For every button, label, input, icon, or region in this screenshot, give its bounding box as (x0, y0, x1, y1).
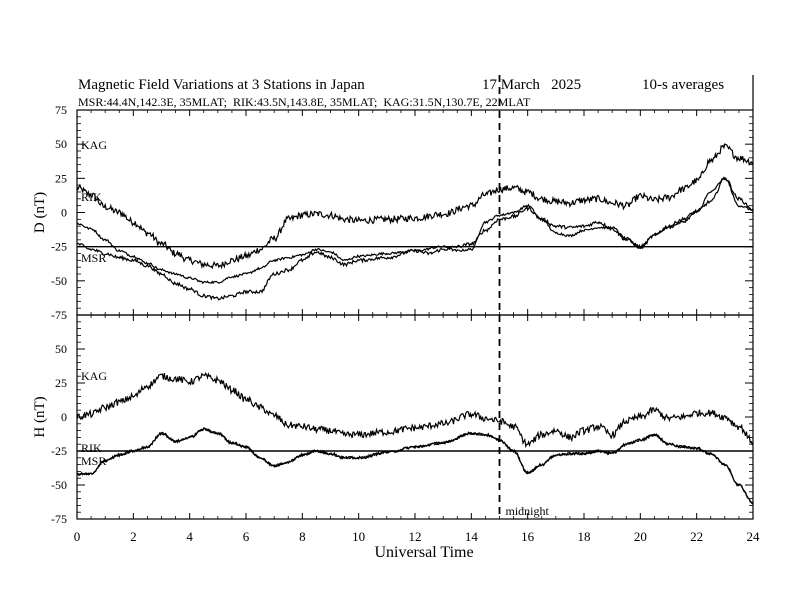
series-label-d-kag: KAG (81, 138, 107, 152)
x-tick-label: 8 (299, 529, 306, 544)
x-axis-label: Universal Time (374, 544, 473, 561)
x-tick-label: 2 (130, 529, 137, 544)
x-tick-label: 20 (634, 529, 647, 544)
series-label-d-msr: MSR (81, 251, 106, 265)
chart-averaging: 10-s averages (642, 77, 724, 93)
y-tick-label-h: 25 (55, 376, 67, 390)
x-tick-label: 0 (74, 529, 81, 544)
x-tick-label: 12 (409, 529, 422, 544)
y-tick-label-h: -25 (51, 444, 67, 458)
x-tick-label: 14 (465, 529, 479, 544)
series-label-h-rik: RIK (81, 441, 102, 455)
stations-info: MSR:44.4N,142.3E, 35MLAT; RIK:43.5N,143.… (78, 95, 531, 109)
y-tick-label-h: -75 (51, 512, 67, 526)
y-axis-label-h: H (nT) (32, 396, 48, 437)
panel-frame-h (76, 314, 754, 520)
y-tick-label-d: 0 (61, 206, 67, 220)
midnight-marker-label: midnight (506, 504, 550, 518)
x-tick-label: 6 (243, 529, 250, 544)
x-tick-label: 10 (352, 529, 365, 544)
x-tick-label: 4 (186, 529, 193, 544)
y-axis-label-d: D (nT) (32, 192, 48, 233)
y-tick-label-d: 25 (55, 171, 67, 185)
series-label-h-msr: MSR (81, 454, 106, 468)
panel-d: 75 50 25 0 -25 -50 -75 D (nT) KAG RIK MSR (32, 103, 754, 322)
y-tick-label-d: -50 (51, 274, 67, 288)
series-line-d-rik (76, 176, 754, 285)
y-tick-label-d: -25 (51, 240, 67, 254)
chart-title: Magnetic Field Variations at 3 Stations … (78, 77, 365, 93)
x-tick-label: 18 (578, 529, 591, 544)
series-line-d-kag (76, 143, 754, 270)
y-tick-label-d: 75 (55, 103, 67, 117)
series-label-d-rik: RIK (81, 190, 102, 204)
series-line-h-kag (76, 371, 754, 449)
series-label-h-kag: KAG (81, 369, 107, 383)
series-line-h-msr (76, 427, 754, 505)
x-tick-label: 24 (747, 529, 761, 544)
y-tick-label-h: -50 (51, 478, 67, 492)
x-tick-label: 22 (690, 529, 703, 544)
y-tick-label-h: 0 (61, 410, 67, 424)
series-line-d-msr (76, 177, 754, 301)
y-tick-label-d: 50 (55, 137, 67, 151)
y-tick-label-h: 50 (55, 342, 67, 356)
x-tick-label: 16 (521, 529, 535, 544)
chart-date: 17 March 2025 (482, 77, 581, 93)
y-tick-label-d: -75 (51, 308, 67, 322)
